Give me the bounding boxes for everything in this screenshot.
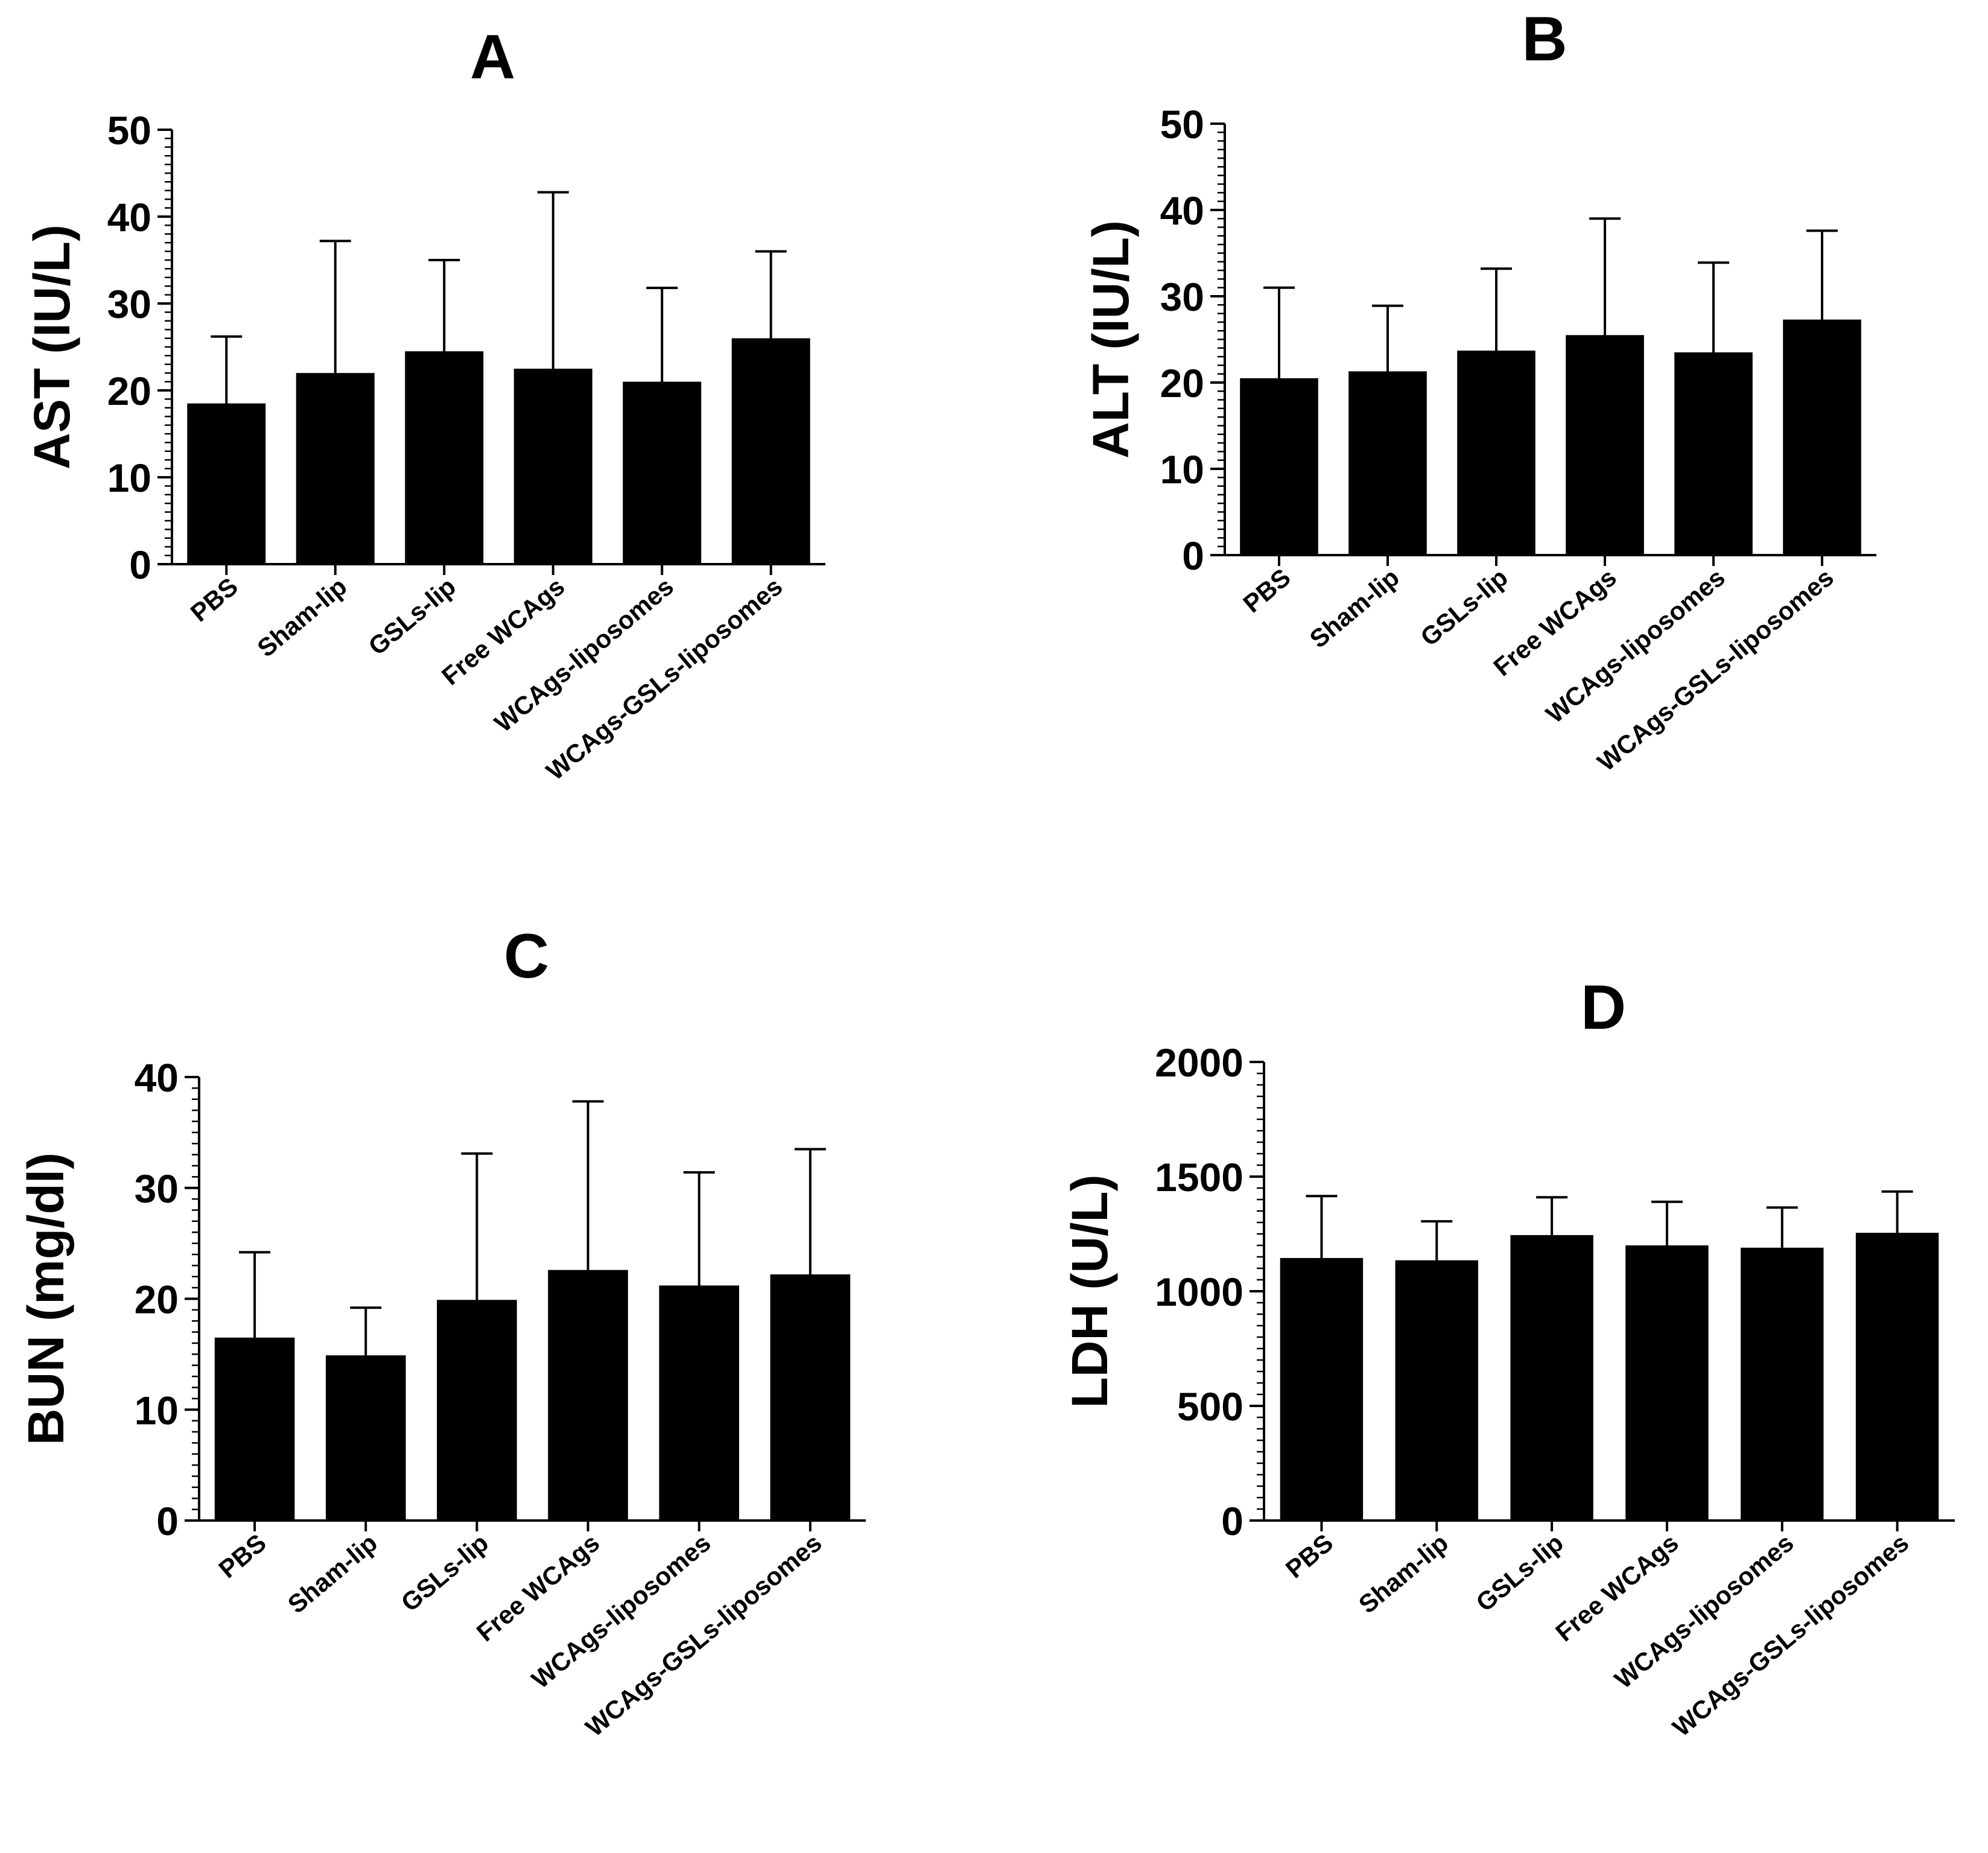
chart-c-title: C [504, 921, 549, 991]
chart-d-bar-sham-lip [1395, 1260, 1478, 1521]
chart-c-x-label-sham-lip: Sham-lip [282, 1528, 383, 1619]
chart-b-x-label-wcags-liposomes: WCAgs-liposomes [1540, 563, 1730, 728]
chart-d-x-label-sham-lip: Sham-lip [1353, 1528, 1453, 1619]
chart-c-y-tick-label: 0 [156, 1499, 179, 1543]
chart-a-y-tick-label: 10 [107, 456, 151, 500]
chart-b-bar-sham-lip [1348, 371, 1427, 555]
chart-a-title: A [470, 22, 515, 92]
panel-b: B ALT (IU/L) 0 10 20 30 40 50 PBS Sham-lip GSLs-li… [1082, 4, 1876, 777]
chart-b-x-label-pbs: PBS [1237, 563, 1295, 618]
chart-d-bar-gsls-lip [1510, 1235, 1593, 1521]
chart-d-y-tick-label: 1500 [1155, 1155, 1243, 1200]
chart-c-bar-sham-lip [325, 1355, 406, 1521]
chart-d-y-tick-label: 500 [1177, 1384, 1243, 1429]
chart-c-y-tick-label: 40 [135, 1055, 179, 1100]
chart-d-bar-wcags-gsls-liposomes [1855, 1233, 1939, 1521]
chart-a-x-label-wcags-liposomes: WCAgs-liposomes [489, 572, 679, 737]
chart-a-bar-wcags-gsls-liposomes [731, 338, 810, 564]
chart-d-bar-pbs [1280, 1257, 1364, 1521]
chart-c-bar-wcags-liposomes [659, 1285, 740, 1521]
chart-a-bar-gsls-lip [405, 351, 484, 564]
chart-c-bar-wcags-gsls-liposomes [770, 1274, 851, 1521]
chart-a-bar-sham-lip [296, 373, 375, 564]
panel-c: C BUN (mg/dl) 0 10 20 30 40 PBS Sham-lip GSLs-lip… [17, 921, 866, 1742]
chart-d-title: D [1581, 973, 1626, 1043]
chart-b-y-tick-label: 30 [1160, 275, 1204, 319]
chart-c-x-label-wcags-liposomes: WCAgs-liposomes [526, 1528, 716, 1694]
chart-b-bar-wcags-liposomes [1674, 352, 1753, 555]
chart-a-y-tick-label: 20 [107, 369, 151, 413]
chart-a-y-tick-label: 50 [107, 108, 151, 153]
chart-d-x-label-wcags-gsls-liposomes: WCAgs-GSLs-liposomes [1667, 1528, 1914, 1742]
chart-d-bar-free-wcags [1625, 1245, 1709, 1521]
chart-b-y-tick-label: 20 [1160, 361, 1204, 405]
chart-d-y-tick-label: 1000 [1155, 1270, 1243, 1314]
chart-d-bar-wcags-liposomes [1741, 1247, 1824, 1521]
chart-a-y-axis-title: AST (IU/L) [24, 224, 80, 469]
chart-c-x-label-gsls-lip: GSLs-lip [396, 1528, 494, 1617]
chart-a-y-tick-label: 40 [107, 195, 151, 240]
chart-b-x-label-gsls-lip: GSLs-lip [1415, 563, 1513, 652]
chart-c-y-tick-label: 30 [135, 1166, 179, 1211]
panel-d: D LDH (U/L) 0 500 1000 1500 2000 PBS Sham-lip GSL… [1061, 973, 1955, 1742]
chart-b-title: B [1522, 4, 1567, 74]
chart-c-bar-pbs [214, 1337, 295, 1521]
chart-a-bar-wcags-liposomes [623, 381, 702, 564]
chart-b-y-tick-label: 50 [1160, 102, 1204, 147]
chart-c-y-axis-title: BUN (mg/dl) [17, 1152, 74, 1445]
chart-a-y-tick-label: 30 [107, 282, 151, 326]
chart-b-bar-gsls-lip [1457, 351, 1535, 555]
chart-b-y-axis-title: ALT (IU/L) [1082, 220, 1139, 459]
chart-a-x-label-sham-lip: Sham-lip [252, 572, 352, 663]
chart-b-bar-free-wcags [1566, 335, 1644, 555]
chart-a-bar-free-wcags [513, 369, 592, 564]
chart-d-y-axis-title: LDH (U/L) [1061, 1174, 1118, 1408]
chart-c-y-tick-label: 20 [135, 1277, 179, 1322]
chart-a-bar-pbs [187, 403, 266, 564]
chart-c-bar-gsls-lip [437, 1300, 517, 1521]
chart-d-x-label-pbs: PBS [1280, 1528, 1338, 1584]
chart-a-y-tick-label: 0 [129, 542, 151, 587]
chart-d-y-tick-label: 2000 [1155, 1040, 1243, 1085]
chart-b-y-tick-label: 0 [1182, 533, 1204, 578]
chart-a-x-label-gsls-lip: GSLs-lip [363, 572, 461, 661]
chart-c-y-tick-label: 10 [135, 1388, 179, 1432]
chart-d-y-tick-label: 0 [1221, 1499, 1243, 1543]
chart-b-bar-pbs [1240, 378, 1318, 555]
chart-a-x-label-pbs: PBS [185, 572, 243, 628]
chart-b-bar-wcags-gsls-liposomes [1783, 319, 1861, 555]
chart-d-x-label-gsls-lip: GSLs-lip [1470, 1528, 1568, 1617]
chart-c-bar-free-wcags [548, 1270, 628, 1521]
panel-a: A AST (IU/L) 0 10 20 30 40 50 PBS Sham-lip GSLs-li… [24, 22, 825, 786]
chart-b-y-tick-label: 10 [1160, 447, 1204, 492]
chart-b-x-label-sham-lip: Sham-lip [1304, 563, 1405, 653]
chart-c-x-label-pbs: PBS [214, 1528, 272, 1584]
chart-b-y-tick-label: 40 [1160, 188, 1204, 233]
